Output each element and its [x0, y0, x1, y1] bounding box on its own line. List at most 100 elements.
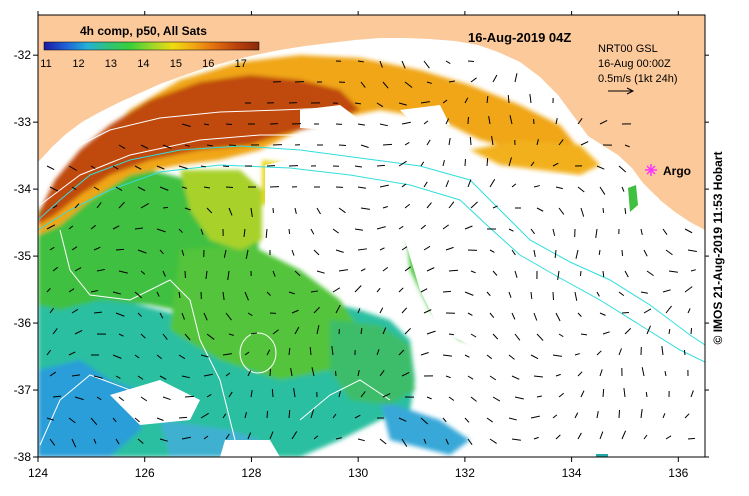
current-arrow [552, 414, 558, 419]
current-arrow [529, 94, 532, 104]
current-arrow [225, 186, 234, 189]
current-arrow [338, 144, 347, 147]
current-arrow [530, 291, 533, 300]
current-arrow [596, 411, 599, 419]
current-arrow [90, 165, 96, 170]
current-arrow [332, 413, 337, 419]
current-arrow [508, 291, 512, 298]
current-arrow [46, 165, 55, 171]
current-arrow [467, 438, 473, 445]
current-arrow [445, 60, 451, 65]
current-arrow [618, 348, 622, 356]
current-arrow [338, 391, 341, 398]
current-arrow [491, 136, 494, 146]
current-arrow [288, 291, 295, 295]
current-arrow [401, 246, 408, 251]
current-arrow [115, 375, 121, 379]
current-arrow [558, 139, 564, 146]
current-arrow [178, 291, 181, 299]
current-arrow [134, 291, 143, 299]
current-arrow [379, 247, 385, 251]
current-arrow [137, 312, 142, 317]
current-arrow [294, 326, 300, 335]
current-arrow [357, 370, 360, 377]
current-arrow [599, 312, 606, 316]
current-arrow [294, 207, 297, 214]
current-arrow [46, 349, 51, 356]
current-arrow [357, 438, 365, 442]
current-arrow [492, 396, 501, 402]
current-arrow [335, 437, 342, 440]
current-arrow [488, 116, 491, 125]
current-date: 16-Aug 00:00Z [598, 58, 671, 70]
current-arrow [536, 207, 544, 212]
current-arrow [206, 144, 214, 147]
current-arrow [486, 95, 489, 104]
current-arrow [316, 207, 321, 215]
argo-marker[interactable]: Argo [645, 164, 691, 178]
current-arrow [401, 307, 408, 314]
land-australia [38, 15, 705, 230]
current-arrow [514, 333, 521, 341]
current-arrow [511, 249, 516, 256]
current-arrow [93, 246, 101, 251]
current-arrow [228, 207, 233, 216]
x-tick-label: 124 [28, 466, 48, 480]
current-arrow [115, 312, 125, 317]
current-arrow [96, 396, 102, 401]
current-arrow [46, 287, 51, 293]
land-peninsula [636, 100, 705, 230]
current-arrow [687, 249, 697, 252]
current-arrow [464, 417, 470, 423]
current-arrow [74, 267, 82, 272]
current-arrow [668, 270, 678, 273]
current-arrow [379, 438, 387, 445]
current-arrow [557, 270, 560, 280]
current-arrow [310, 290, 318, 293]
current-arrow [602, 207, 605, 214]
current-arrow [134, 354, 140, 359]
current-arrow [288, 228, 291, 235]
current-arrow [376, 226, 386, 230]
current-arrow [643, 434, 648, 440]
current-arrow [156, 354, 162, 360]
current-arrow [244, 291, 249, 301]
current-arrow [52, 328, 58, 335]
current-arrow [96, 268, 105, 272]
current-arrow [664, 371, 667, 377]
current-arrow [492, 333, 499, 340]
current-arrow [423, 438, 427, 444]
current-arrow [536, 333, 544, 341]
current-arrow [445, 438, 449, 445]
current-arrow [331, 346, 334, 356]
current-arrow [595, 228, 598, 238]
isobath-lines [38, 145, 705, 363]
current-arrow [162, 206, 169, 209]
y-tick-label: -35 [14, 249, 32, 263]
current-arrow [508, 228, 514, 232]
timestamp: 16-Aug-2019 04Z [468, 30, 571, 45]
current-arrow [338, 269, 348, 272]
current-arrow [71, 246, 78, 251]
plot-frame [37, 14, 706, 458]
current-arrow [93, 438, 97, 444]
current-arrow [200, 412, 209, 419]
legend-tick-label: 15 [170, 58, 182, 70]
current-arrow [335, 249, 344, 253]
current-arrow [250, 207, 253, 217]
current-arrow [354, 228, 363, 231]
current-arrow [596, 291, 600, 297]
current-arrow [687, 308, 691, 314]
x-tick-label: 126 [135, 466, 155, 480]
current-arrow [181, 375, 190, 379]
current-arrow [486, 157, 489, 167]
current-arrow [206, 207, 213, 214]
current-arrow [401, 371, 410, 377]
current-arrow [93, 186, 100, 191]
current-arrow [137, 438, 144, 444]
current-arrow [357, 186, 366, 189]
current-arrow [206, 333, 215, 340]
current-arrow [508, 157, 512, 167]
current-arrow [423, 245, 431, 251]
current-arrow [112, 417, 117, 423]
